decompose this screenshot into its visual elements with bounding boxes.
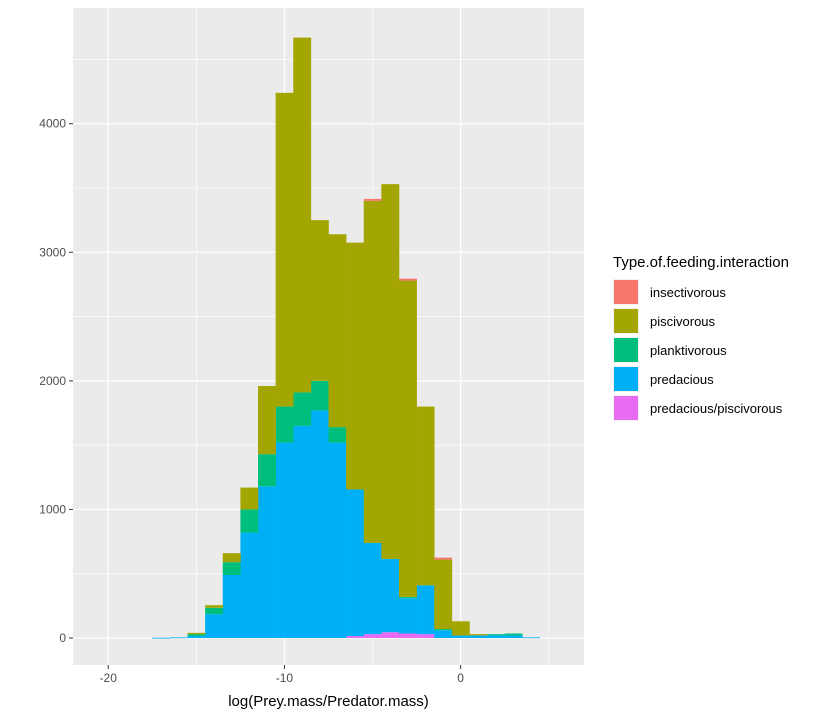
bar (275, 406, 294, 443)
bar (381, 632, 400, 638)
legend-item: predacious/piscivorous (613, 395, 783, 421)
bar (222, 562, 241, 575)
legend-swatch (614, 367, 638, 391)
legend-label: predacious (650, 372, 714, 387)
bar (416, 634, 435, 638)
y-tick-label: 2000 (39, 374, 66, 388)
bar (222, 575, 241, 638)
legend-item: planktivorous (613, 337, 727, 363)
bar (398, 596, 417, 599)
series-planktivorous (187, 380, 523, 637)
bar (451, 635, 470, 638)
bar (205, 605, 224, 608)
bar (398, 278, 417, 281)
legend-swatch (614, 396, 638, 420)
bar (328, 442, 347, 638)
y-axis: 0 1000 2000 3000 4000 (39, 117, 73, 645)
y-tick-label: 3000 (39, 245, 66, 259)
bar (293, 425, 312, 638)
bar (416, 406, 435, 586)
legend-item: piscivorous (613, 308, 716, 334)
bar (258, 454, 276, 487)
bar (504, 635, 523, 638)
bar (416, 585, 435, 635)
bar (363, 542, 382, 635)
legend-item: predacious (613, 366, 714, 392)
bar (187, 636, 206, 638)
bar (152, 637, 171, 639)
legend-label: piscivorous (650, 314, 716, 329)
bar (381, 558, 400, 633)
y-tick-label: 1000 (39, 502, 66, 516)
bar (434, 559, 453, 629)
series-predacious-piscivorous (346, 632, 435, 638)
bar (363, 198, 382, 201)
bar (504, 633, 523, 636)
bar (328, 427, 347, 443)
y-tick-label: 4000 (39, 117, 66, 131)
bar (258, 486, 276, 638)
bar (275, 442, 294, 638)
x-tick-label: -10 (276, 671, 294, 685)
bar (293, 37, 312, 393)
bar (434, 630, 453, 638)
x-axis: -20 -10 0 (100, 665, 464, 685)
bar (487, 634, 506, 636)
bar (469, 634, 488, 636)
legend-item: insectivorous (613, 279, 726, 305)
bar (187, 634, 206, 637)
bar (328, 234, 347, 428)
legend-label: insectivorous (650, 285, 726, 300)
legend: Type.of.feeding.interaction insectivorou… (613, 254, 789, 421)
bar (398, 598, 417, 634)
bar (310, 380, 329, 411)
series-predacious (152, 410, 541, 639)
bar (487, 635, 506, 638)
bar (363, 634, 382, 638)
x-tick-label: -20 (100, 671, 118, 685)
bar (187, 632, 206, 635)
bar (240, 509, 259, 533)
bar (310, 410, 329, 638)
bar (240, 532, 259, 638)
bar (293, 392, 312, 426)
histogram-bars (152, 37, 541, 639)
bar (398, 633, 417, 638)
bar (434, 557, 453, 560)
bar (240, 487, 259, 510)
legend-swatch (614, 309, 638, 333)
bar (310, 220, 329, 381)
bar (205, 607, 224, 615)
bar (258, 386, 276, 455)
series-insectivorous (363, 198, 453, 560)
bar (381, 184, 400, 559)
bar (205, 614, 224, 638)
bar (522, 637, 541, 639)
bar (169, 637, 188, 639)
bar (275, 92, 294, 407)
legend-label: planktivorous (650, 343, 727, 358)
bar (346, 636, 365, 638)
legend-title: Type.of.feeding.interaction (613, 254, 789, 271)
bar (363, 200, 382, 543)
legend-label: predacious/piscivorous (650, 401, 783, 416)
x-axis-title: log(Prey.mass/Predator.mass) (228, 693, 429, 710)
bar (222, 553, 241, 563)
y-tick-label: 0 (59, 631, 66, 645)
bar (434, 629, 453, 631)
bar (398, 280, 417, 597)
legend-swatch (614, 338, 638, 362)
bar (469, 635, 488, 638)
bar (451, 621, 470, 636)
legend-swatch (614, 280, 638, 304)
x-tick-label: 0 (457, 671, 464, 685)
bar (346, 242, 365, 490)
series-piscivorous (187, 37, 488, 636)
bar (346, 489, 365, 637)
